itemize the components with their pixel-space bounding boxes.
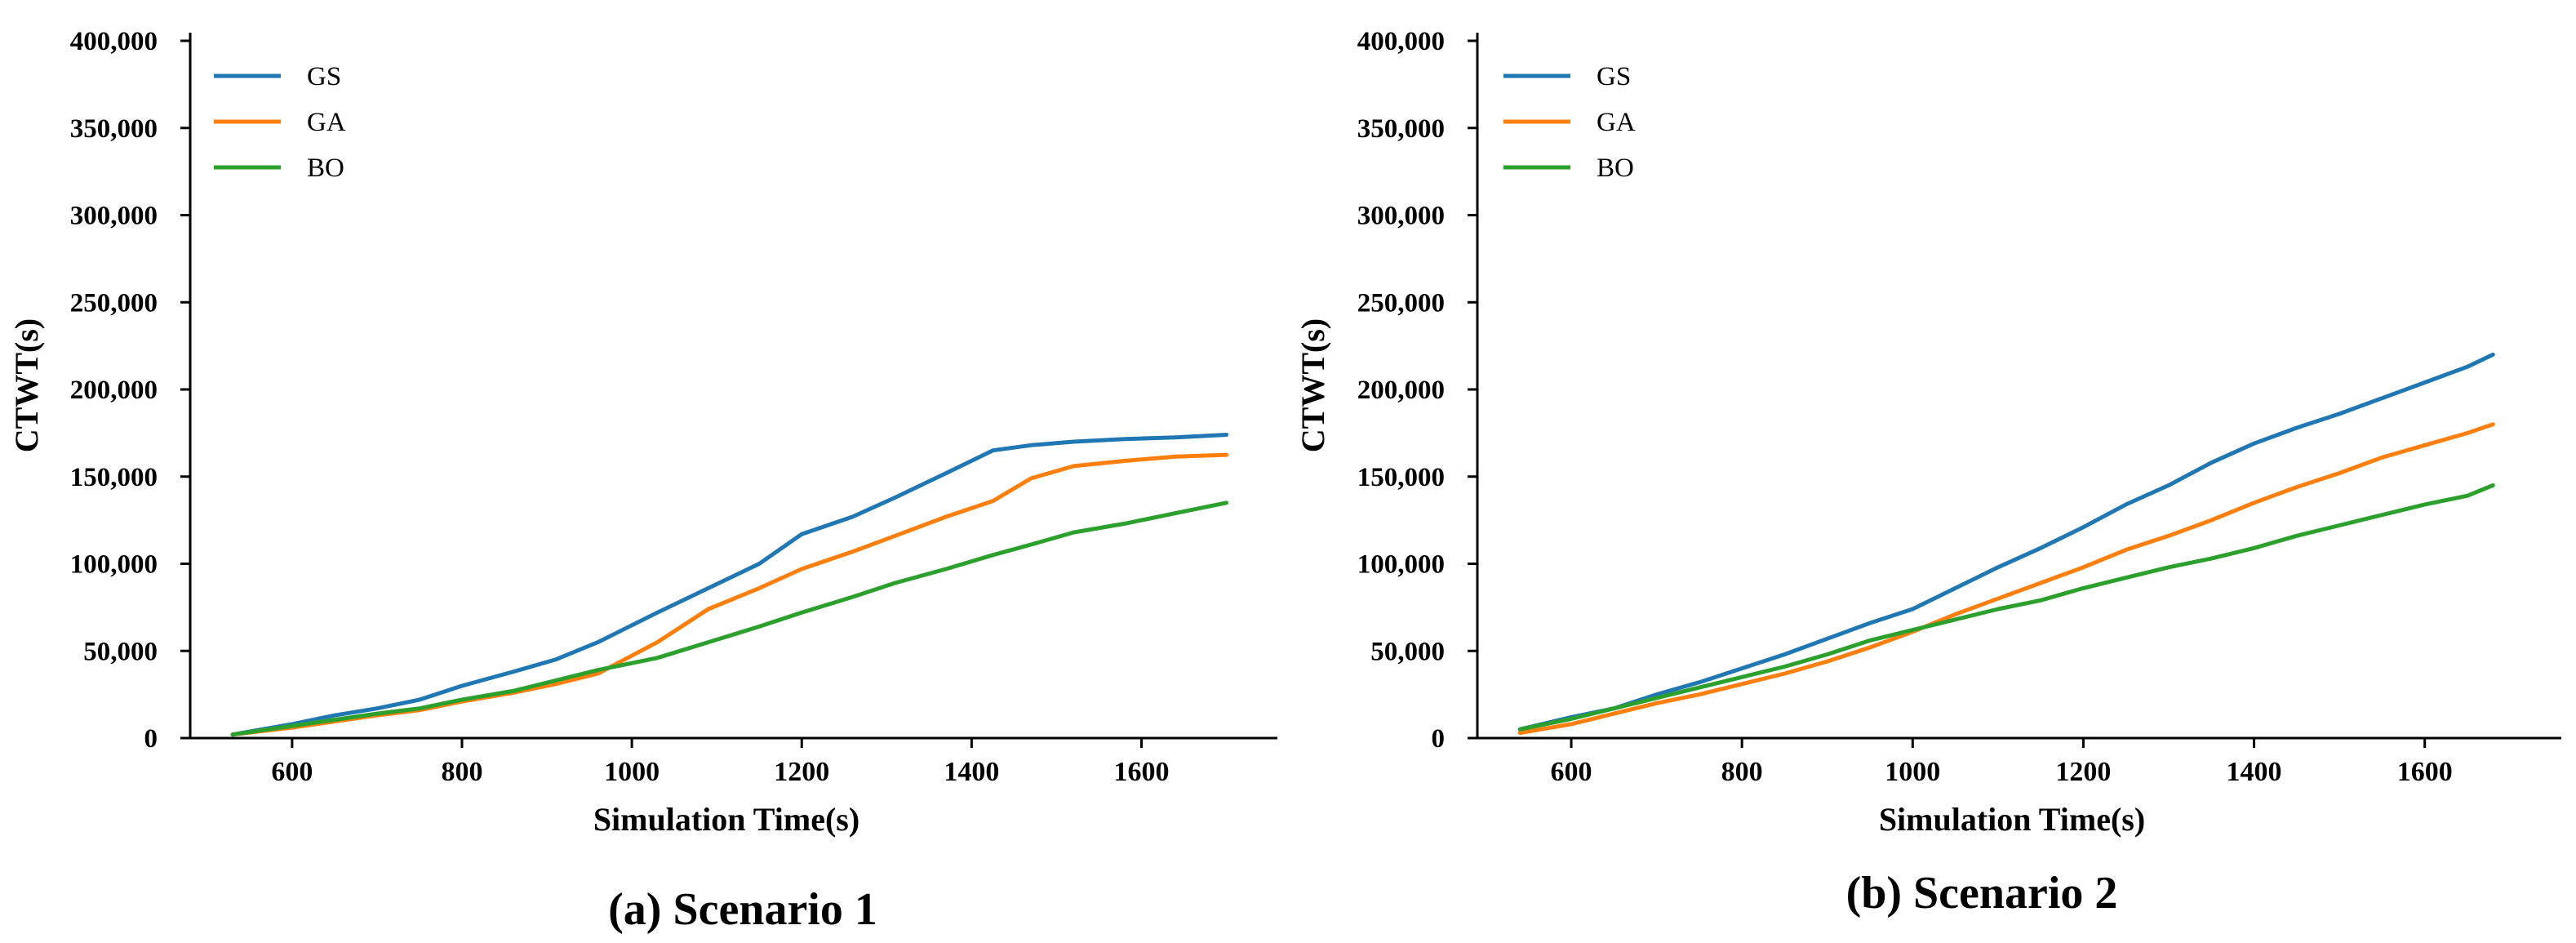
series-layer	[230, 433, 1229, 737]
legend-label-gs: GS	[307, 62, 341, 91]
y-tick-label: 200,000	[70, 376, 158, 405]
y-tick-label: 350,000	[1357, 114, 1445, 144]
x-tick-label: 1600	[1114, 757, 1170, 787]
x-ticks: 600 800 1000 1200 1400 1600	[1551, 738, 2453, 787]
y-ticks: 0 50,000 100,000 150,000 200,000 250,000 300,0…	[70, 27, 190, 754]
series-line-bo	[1517, 483, 2495, 732]
y-tick-label: 300,000	[70, 202, 158, 231]
x-tick-label: 1600	[2397, 757, 2453, 787]
legend-label-ga: GA	[1597, 108, 1636, 137]
series-line-ga	[230, 452, 1229, 737]
y-tick-label: 150,000	[70, 463, 158, 492]
x-tick-label: 800	[442, 757, 483, 787]
y-axis-label: CTWT(s)	[1295, 318, 1331, 452]
chart-caption: (a) Scenario 1	[608, 884, 877, 935]
y-tick-label: 50,000	[83, 637, 158, 666]
y-tick-label: 250,000	[70, 288, 158, 318]
legend-label-gs: GS	[1597, 62, 1631, 91]
y-tick-label: 400,000	[1357, 27, 1445, 56]
y-tick-label: 400,000	[70, 27, 158, 56]
y-tick-label: 150,000	[1357, 463, 1445, 492]
y-tick-label: 0	[144, 724, 158, 754]
x-tick-label: 800	[1721, 757, 1763, 787]
x-tick-label: 1200	[2055, 757, 2111, 787]
y-tick-label: 100,000	[1357, 550, 1445, 580]
x-tick-label: 600	[271, 757, 313, 787]
y-tick-label: 350,000	[70, 114, 158, 144]
y-tick-label: 300,000	[1357, 202, 1445, 231]
x-axis-label: Simulation Time(s)	[593, 801, 859, 838]
x-tick-label: 1000	[1885, 757, 1940, 787]
legend-label-bo: BO	[307, 153, 344, 183]
chart-caption: (b) Scenario 2	[1846, 868, 2118, 919]
legend-label-ga: GA	[307, 108, 346, 137]
y-axis-label: CTWT(s)	[8, 318, 45, 452]
series-line-ga	[1517, 422, 2495, 736]
legend: GS GA BO	[1503, 62, 1636, 183]
y-ticks: 0 50,000 100,000 150,000 200,000 250,000 300,0…	[1357, 27, 1477, 754]
chart-panel-scenario-2: 0 50,000 100,000 150,000 200,000 250,000 300,0…	[1295, 27, 2561, 919]
x-axis-label: Simulation Time(s)	[1879, 801, 2145, 838]
y-tick-label: 50,000	[1370, 637, 1445, 666]
legend-label-bo: BO	[1597, 153, 1634, 183]
chart-panel-scenario-1: 0 50,000 100,000 150,000 200,000 250,000 300,0…	[8, 27, 1277, 935]
series-line-bo	[230, 500, 1229, 737]
x-tick-label: 1000	[604, 757, 660, 787]
legend: GS GA BO	[214, 62, 346, 183]
series-layer	[1517, 352, 2495, 736]
x-tick-label: 1400	[944, 757, 999, 787]
x-tick-label: 600	[1551, 757, 1592, 787]
series-line-gs	[1517, 352, 2495, 732]
x-ticks: 600 800 1000 1200 1400 1600	[271, 738, 1170, 787]
y-tick-label: 200,000	[1357, 376, 1445, 405]
y-tick-label: 250,000	[1357, 288, 1445, 318]
x-tick-label: 1400	[2227, 757, 2282, 787]
y-tick-label: 100,000	[70, 550, 158, 580]
series-line-gs	[230, 433, 1229, 737]
x-tick-label: 1200	[774, 757, 829, 787]
y-tick-label: 0	[1432, 724, 1446, 754]
